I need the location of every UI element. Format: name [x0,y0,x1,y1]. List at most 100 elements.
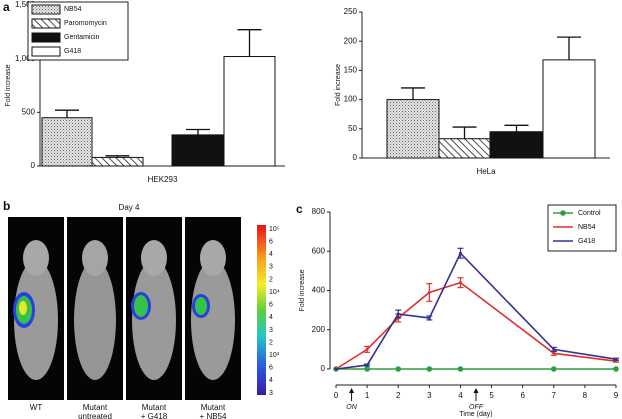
x-axis-label: Time (day) [459,411,492,418]
legend-marker [560,210,566,216]
colorbar-label: 6 [269,302,273,309]
x-axis-label: HeLa [476,167,496,176]
point [458,281,462,285]
y-tick-label: 1,500 [15,0,36,9]
colorbar-label: 6 [269,365,273,372]
y-tick-label: 100 [344,95,358,104]
y-axis-label: Fold increase [5,64,12,106]
y-tick-label: 0 [31,161,36,170]
colorbar-label: 10⁵ [269,226,280,233]
x-tick-label: 9 [614,391,619,400]
panel-label: b [3,199,10,213]
annotation-arrowhead [473,388,479,393]
mouse-panel [185,217,241,400]
point [427,290,431,294]
mouse-images: Day 4 [8,203,266,400]
charts: WT Mutant untreated Mutant + G418 Mutant + NB5… [5,0,619,419]
point [427,316,431,320]
x-tick-label: 4 [458,391,463,400]
bar [438,138,491,159]
point [614,357,618,361]
mouse-panel [67,217,123,400]
bar [386,99,440,159]
y-axis-label: Fold increase [299,269,306,311]
legend-label: Gentamicin [64,34,100,41]
y-tick-label: 0 [353,153,358,162]
image-label: Mutant untreated [78,403,112,419]
color-bar [257,225,266,395]
colorbar-label: 4 [269,314,273,321]
y-tick-label: 400 [312,286,326,295]
y-tick-label: 600 [312,246,326,255]
colorbar-label: 3 [269,327,273,334]
x-tick-label: 5 [489,391,494,400]
legend-swatch [31,46,61,57]
y-tick-label: 1,000 [15,54,36,63]
legend-label: NB54 [64,6,82,13]
image-label: WT [30,403,43,412]
legend-label: G418 [578,238,595,245]
point [458,251,462,255]
point [395,366,402,372]
x-tick-label: 3 [427,391,432,400]
series-line [335,281,617,370]
legend-swatch [31,4,61,15]
x-tick-label: 7 [552,391,557,400]
x-tick-label: 2 [396,391,401,400]
x-tick-label: 0 [334,391,339,400]
legend-swatch [31,18,61,29]
y-tick-label: 200 [344,36,358,45]
panel-label: a [3,0,10,14]
panel-title: Day 4 [119,203,140,212]
point [426,366,433,372]
y-tick-label: 500 [22,107,36,116]
series-line [335,251,617,370]
point [365,347,369,351]
y-tick-label: 50 [348,124,357,133]
point [365,363,369,367]
legend-swatch [31,32,61,43]
bar [489,131,544,159]
x-tick-label: 8 [583,391,588,400]
mouse-panel [126,217,182,400]
colorbar-label: 10⁴ [269,289,280,296]
colorbar-label: 3 [269,390,273,397]
point [334,367,338,371]
colorbar-label: 10³ [269,352,280,359]
annotation-arrowhead [349,388,355,393]
legend-label: G418 [64,48,81,55]
y-tick-label: 250 [344,7,358,16]
image-label: Mutant + G418 [141,403,168,419]
point [396,312,400,316]
legend-label: NB54 [578,224,596,231]
legend-label: Control [578,210,601,217]
point [552,351,556,355]
mouse-panel [8,217,64,400]
y-tick-label: 0 [321,364,326,373]
x-tick-label: 6 [520,391,525,400]
x-tick-label: 1 [365,391,370,400]
bar [223,56,276,167]
colorbar-label: 4 [269,377,273,384]
bar [542,59,596,159]
y-tick-label: 800 [312,207,326,216]
colorbar-label: 4 [269,251,273,258]
point [457,366,464,372]
y-tick-label: 150 [344,66,358,75]
point [552,347,556,351]
x-axis-label: HEK293 [148,175,178,184]
y-tick-label: 200 [312,325,326,334]
bar [91,156,144,167]
colorbar-label: 3 [269,264,273,271]
legend-label: Paromomycin [64,20,107,27]
point [613,366,619,372]
point [550,366,557,372]
image-label: Mutant + NB54 [200,403,227,419]
panel-label: c [296,202,303,216]
annotation: ON [346,404,357,411]
bar [41,117,93,167]
colorbar-label: 2 [269,276,273,283]
colorbar-label: 6 [269,238,273,245]
point [364,366,370,372]
